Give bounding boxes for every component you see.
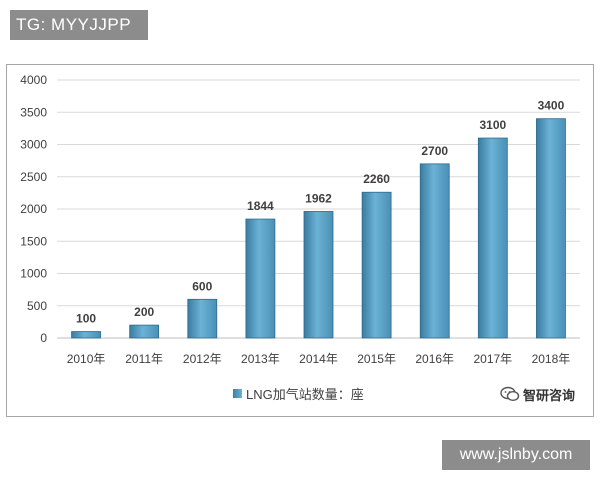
watermark-bottom: www.jslnby.com xyxy=(442,440,590,470)
x-category-label: 2018年 xyxy=(532,352,571,366)
bar xyxy=(536,118,566,339)
bar-value-label: 1844 xyxy=(247,199,274,213)
x-category-label: 2016年 xyxy=(415,352,454,366)
y-tick-label: 2500 xyxy=(20,170,47,184)
bar xyxy=(245,218,276,339)
legend-label: LNG加气站数量：座 xyxy=(246,386,364,402)
bar xyxy=(187,298,218,339)
y-axis-ticks: 0 500 1000 1500 2000 2500 3000 3500 4000 xyxy=(20,73,47,345)
y-tick-label: 1500 xyxy=(20,234,47,248)
wechat-icon xyxy=(500,386,520,402)
y-tick-label: 4000 xyxy=(20,73,47,87)
brand-name: 智研咨询 xyxy=(523,387,576,403)
bar xyxy=(361,191,392,339)
bar-value-label: 3400 xyxy=(538,99,565,113)
bar xyxy=(129,324,160,339)
bar-value-label: 200 xyxy=(134,305,154,319)
bar-value-label: 2260 xyxy=(363,172,390,186)
y-tick-label: 3000 xyxy=(20,138,47,152)
bar-value-labels: 100 200 600 1844 1962 2260 2700 3100 3400 xyxy=(76,99,565,326)
bar-value-label: 3100 xyxy=(479,118,506,132)
x-category-label: 2011年 xyxy=(125,352,163,366)
bar-value-label: 600 xyxy=(192,279,212,293)
y-tick-label: 2000 xyxy=(20,202,47,216)
y-tick-label: 0 xyxy=(40,331,47,345)
watermark-top: TG: MYYJJPP xyxy=(10,10,148,40)
x-category-label: 2010年 xyxy=(67,352,106,366)
x-category-label: 2013年 xyxy=(241,352,280,366)
bar xyxy=(419,163,450,339)
bar-value-label: 100 xyxy=(76,312,96,326)
x-category-label: 2015年 xyxy=(357,352,396,366)
x-category-label: 2012年 xyxy=(183,352,222,366)
x-axis-categories: 2010年 2011年 2012年 2013年 2014年 2015年 2016年 2017年… xyxy=(67,352,571,366)
bar xyxy=(303,211,334,339)
legend-swatch xyxy=(233,388,242,398)
x-category-label: 2014年 xyxy=(299,352,338,366)
y-tick-label: 1000 xyxy=(20,267,47,281)
bar-value-label: 2700 xyxy=(421,144,448,158)
x-category-label: 2017年 xyxy=(473,352,512,366)
bar xyxy=(71,331,101,339)
chart-legend: LNG加气站数量：座 xyxy=(233,384,364,402)
bar-value-label: 1962 xyxy=(305,191,332,205)
bars xyxy=(71,118,566,339)
brand-logo: 智研咨询 xyxy=(500,384,575,404)
bar xyxy=(477,137,508,339)
y-tick-label: 500 xyxy=(27,299,47,313)
y-tick-label: 3500 xyxy=(20,105,47,119)
